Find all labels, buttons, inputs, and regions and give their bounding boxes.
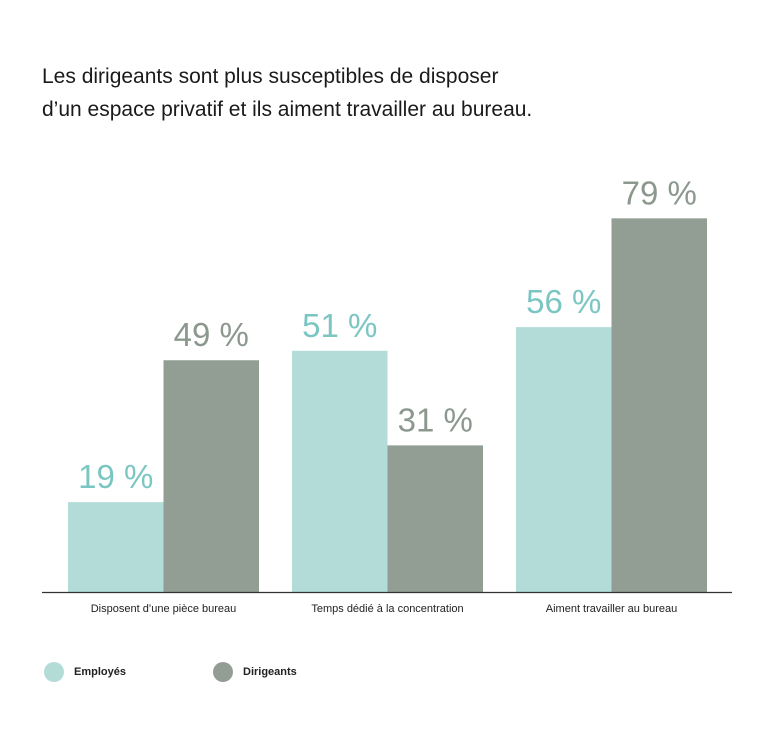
legend-swatch-employes [44, 662, 64, 682]
bar-dirigeants-1 [387, 445, 483, 592]
bar-dirigeants-2 [611, 218, 707, 592]
data-label: 49 % [174, 316, 249, 353]
legend-label-employes: Employés [74, 666, 126, 678]
category-label: Aiment travailler au bureau [546, 603, 677, 615]
legend-swatch-dirigeants [213, 662, 233, 682]
data-label: 51 % [302, 307, 377, 344]
bar-dirigeants-0 [163, 360, 259, 592]
legend-item-employes: Employés [44, 662, 126, 682]
legend-item-dirigeants: Dirigeants [213, 662, 297, 682]
chart-title-line-2: d’un espace privatif et ils aiment trava… [42, 98, 533, 121]
bar-employes-1 [292, 350, 388, 592]
legend-label-dirigeants: Dirigeants [243, 666, 297, 678]
category-label: Disposent d’une pièce bureau [91, 603, 237, 615]
data-label: 31 % [398, 401, 473, 438]
data-label: 56 % [526, 283, 601, 320]
data-label: 19 % [78, 458, 153, 495]
category-label: Temps dédié à la concentration [311, 603, 463, 615]
bar-employes-2 [516, 327, 612, 592]
chart-title: Les dirigeants sont plus susceptibles de… [42, 60, 532, 126]
chart-title-line-1: Les dirigeants sont plus susceptibles de… [42, 65, 499, 88]
bar-employes-0 [68, 502, 164, 592]
data-label: 79 % [622, 174, 697, 211]
